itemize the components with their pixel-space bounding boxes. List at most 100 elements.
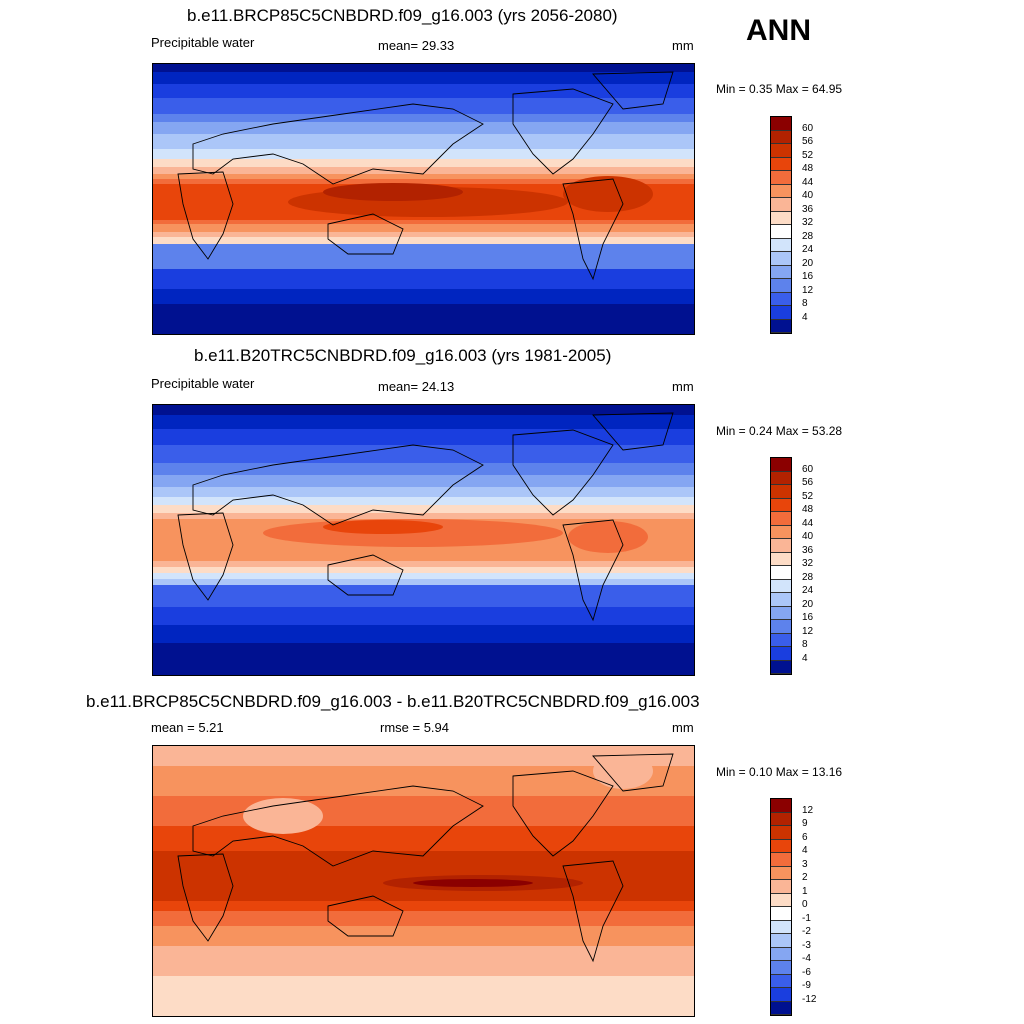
- colorbar-tick: 52: [802, 491, 814, 502]
- colorbar-swatch: [771, 947, 791, 961]
- colorbar-swatch: [771, 1001, 791, 1015]
- colorbar-tick: 12: [802, 285, 814, 296]
- colorbar-swatch: [771, 171, 791, 185]
- colorbar-swatch: [771, 552, 791, 566]
- colorbar-tick: 44: [802, 518, 814, 529]
- colorbar-swatch: [771, 292, 791, 306]
- rmse-label: rmse = 5.94: [380, 720, 450, 735]
- colorbar-swatch: [771, 539, 791, 553]
- colorbar-tick: 4: [802, 845, 808, 856]
- colorbar-swatch: [771, 934, 791, 948]
- variable-label: Precipitable water: [151, 376, 255, 391]
- colorbar-swatch: [771, 471, 791, 485]
- colorbar-tick: 20: [802, 258, 814, 269]
- min-max-label: Min = 0.35 Max = 64.95: [716, 82, 843, 96]
- colorbar-tick: 32: [802, 558, 814, 569]
- colorbar-swatch: [771, 306, 791, 320]
- colorbar-swatch: [771, 319, 791, 333]
- min-max-label: Min = 0.10 Max = 13.16: [716, 765, 843, 779]
- colorbar-swatch: [771, 620, 791, 634]
- colorbar-swatch: [771, 265, 791, 279]
- colorbar-tick: 40: [802, 190, 814, 201]
- map-field: [153, 746, 694, 1016]
- colorbar-tick: 24: [802, 244, 814, 255]
- colorbar-swatch: [771, 525, 791, 539]
- colorbar-tick: 44: [802, 177, 814, 188]
- colorbar-swatch: [771, 279, 791, 293]
- colorbar: [770, 457, 792, 675]
- difference-map: [152, 745, 695, 1017]
- colorbar-swatch: [771, 252, 791, 266]
- colorbar-tick: 1: [802, 886, 808, 897]
- colorbar-tick: 56: [802, 136, 814, 147]
- colorbar: [770, 116, 792, 334]
- colorbar-swatch: [771, 647, 791, 661]
- colorbar-tick: 12: [802, 805, 814, 816]
- colorbar-tick: 4: [802, 312, 808, 323]
- colorbar-swatch: [771, 485, 791, 499]
- colorbar-swatch: [771, 225, 791, 239]
- mean-label: mean= 24.13: [378, 379, 455, 394]
- units-label: mm: [672, 38, 694, 53]
- colorbar-swatch: [771, 826, 791, 840]
- colorbar-swatch: [771, 907, 791, 921]
- colorbar-tick: 36: [802, 545, 814, 556]
- colorbar-tick: 0: [802, 899, 808, 910]
- colorbar-tick: 28: [802, 231, 814, 242]
- colorbar-tick: -12: [802, 994, 817, 1005]
- colorbar-swatch: [771, 184, 791, 198]
- colorbar-swatch: [771, 880, 791, 894]
- colorbar-tick: 48: [802, 504, 814, 515]
- colorbar-tick: 3: [802, 859, 808, 870]
- colorbar-tick: -2: [802, 926, 811, 937]
- colorbar-tick: 16: [802, 612, 814, 623]
- mean-label: mean = 5.21: [151, 720, 224, 735]
- colorbar-swatch: [771, 988, 791, 1002]
- colorbar-swatch: [771, 238, 791, 252]
- panel-title: b.e11.B20TRC5CNBDRD.f09_g16.003 (yrs 198…: [194, 346, 612, 365]
- precipitable-water-map: [152, 63, 695, 335]
- colorbar-swatch: [771, 566, 791, 580]
- colorbar-tick: 40: [802, 531, 814, 542]
- colorbar-swatch: [771, 579, 791, 593]
- colorbar-tick: 52: [802, 150, 814, 161]
- colorbar-tick: -1: [802, 913, 811, 924]
- colorbar-tick: 48: [802, 163, 814, 174]
- colorbar-swatch: [771, 211, 791, 225]
- colorbar-swatch: [771, 633, 791, 647]
- colorbar-tick: 6: [802, 832, 808, 843]
- colorbar-swatch: [771, 974, 791, 988]
- colorbar-swatch: [771, 130, 791, 144]
- colorbar-swatch: [771, 606, 791, 620]
- colorbar-tick: 12: [802, 626, 814, 637]
- colorbar-swatch: [771, 961, 791, 975]
- variable-label: Precipitable water: [151, 35, 255, 50]
- map-field: [153, 405, 694, 675]
- colorbar-tick: 24: [802, 585, 814, 596]
- mean-label: mean= 29.33: [378, 38, 455, 53]
- colorbar-tick: 2: [802, 872, 808, 883]
- colorbar-tick: -3: [802, 940, 811, 951]
- map-field: [153, 64, 694, 334]
- colorbar-tick: 56: [802, 477, 814, 488]
- min-max-label: Min = 0.24 Max = 53.28: [716, 424, 843, 438]
- colorbar-tick: -9: [802, 980, 811, 991]
- colorbar-swatch: [771, 157, 791, 171]
- colorbar-tick: 20: [802, 599, 814, 610]
- colorbar-tick: 16: [802, 271, 814, 282]
- colorbar-swatch: [771, 198, 791, 212]
- colorbar-tick: 32: [802, 217, 814, 228]
- colorbar-swatch: [771, 144, 791, 158]
- colorbar-swatch: [771, 920, 791, 934]
- colorbar-tick: 4: [802, 653, 808, 664]
- panel-title: b.e11.BRCP85C5CNBDRD.f09_g16.003 - b.e11…: [86, 692, 700, 711]
- precipitable-water-map: [152, 404, 695, 676]
- colorbar-swatch: [771, 893, 791, 907]
- colorbar-tick: 8: [802, 639, 808, 650]
- colorbar-tick: 28: [802, 572, 814, 583]
- colorbar-tick: -4: [802, 953, 811, 964]
- colorbar-tick: 60: [802, 464, 814, 475]
- colorbar-swatch: [771, 498, 791, 512]
- colorbar-swatch: [771, 812, 791, 826]
- colorbar-swatch: [771, 853, 791, 867]
